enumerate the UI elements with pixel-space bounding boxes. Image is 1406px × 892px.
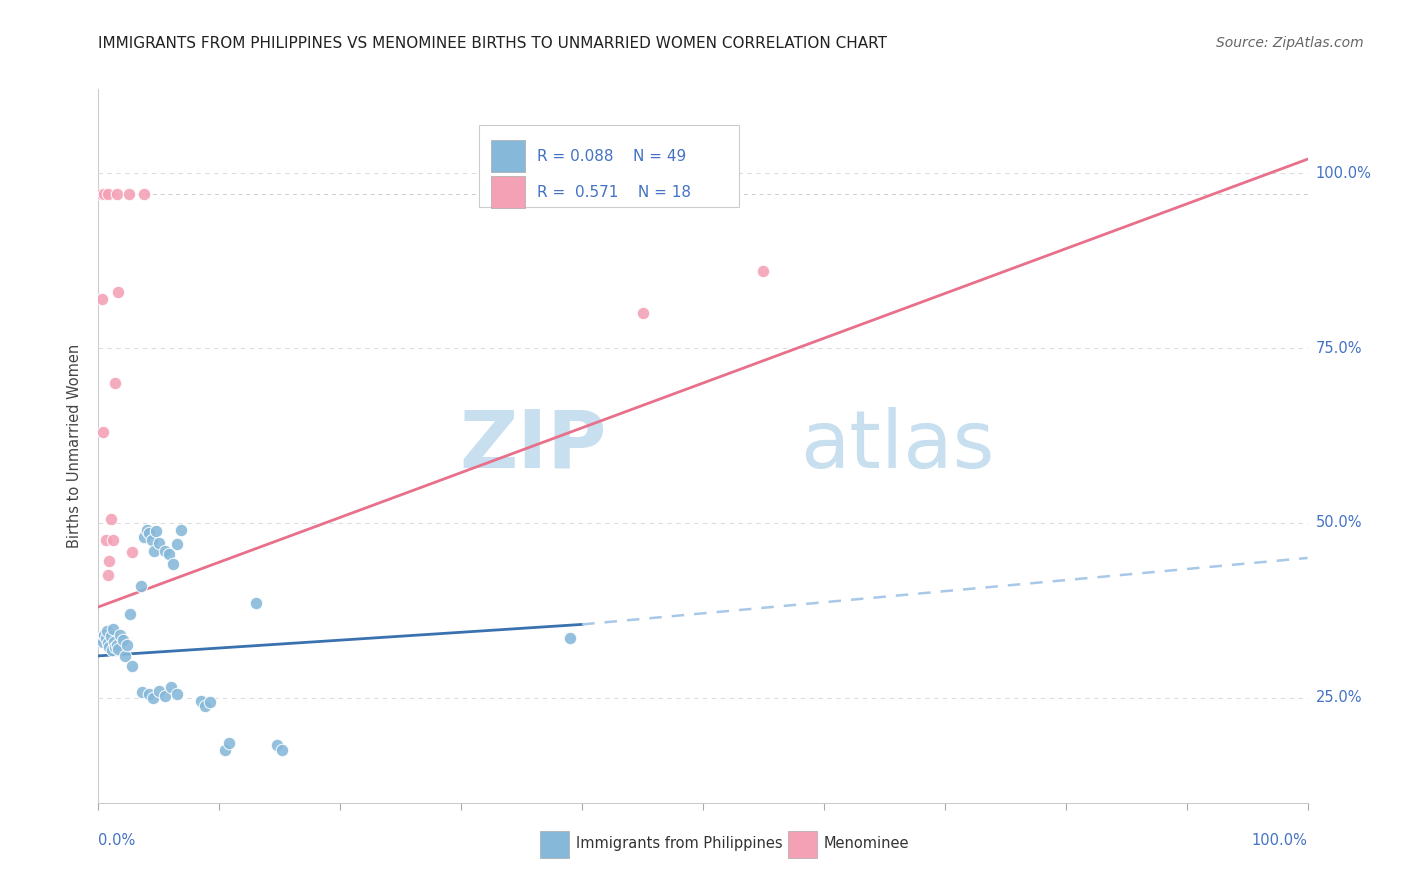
Text: IMMIGRANTS FROM PHILIPPINES VS MENOMINEE BIRTHS TO UNMARRIED WOMEN CORRELATION C: IMMIGRANTS FROM PHILIPPINES VS MENOMINEE… (98, 36, 887, 51)
FancyBboxPatch shape (540, 830, 569, 858)
Text: Source: ZipAtlas.com: Source: ZipAtlas.com (1216, 36, 1364, 50)
FancyBboxPatch shape (492, 140, 526, 172)
Text: 50.0%: 50.0% (1316, 516, 1362, 531)
Text: 100.0%: 100.0% (1251, 833, 1308, 848)
Text: atlas: atlas (800, 407, 994, 485)
Text: 100.0%: 100.0% (1316, 166, 1372, 181)
Text: 25.0%: 25.0% (1316, 690, 1362, 706)
Text: Immigrants from Philippines: Immigrants from Philippines (576, 836, 783, 851)
FancyBboxPatch shape (479, 125, 740, 207)
Text: 75.0%: 75.0% (1316, 341, 1362, 356)
FancyBboxPatch shape (787, 830, 817, 858)
Y-axis label: Births to Unmarried Women: Births to Unmarried Women (67, 344, 83, 548)
Text: 0.0%: 0.0% (98, 833, 135, 848)
Text: R = 0.088    N = 49: R = 0.088 N = 49 (537, 149, 686, 163)
Text: Menominee: Menominee (824, 836, 910, 851)
FancyBboxPatch shape (492, 176, 526, 208)
Text: R =  0.571    N = 18: R = 0.571 N = 18 (537, 185, 692, 200)
Text: ZIP: ZIP (458, 407, 606, 485)
